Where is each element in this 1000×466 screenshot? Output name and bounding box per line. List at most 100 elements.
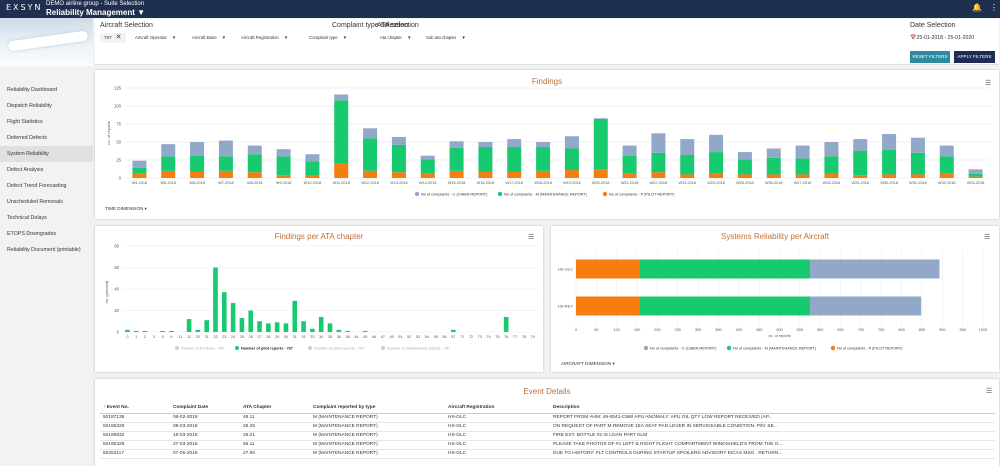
findings-bar [276, 156, 291, 176]
table-row[interactable]: 50195329 08-03-2018 25.25 M (MAINTENANCE RE… [100, 422, 995, 432]
table-row[interactable]: 50253117 07-05-2018 27.60 M (MAINTENANCE RE… [100, 449, 995, 459]
aircraft-base-dropdown[interactable]: Aircraft Base ▾ [192, 33, 225, 43]
ata-bar [204, 320, 209, 332]
sidebar: Reliability Dashboard Dispatch Reliabilit… [0, 82, 93, 258]
aircraft-operator-dropdown[interactable]: Aircraft Operator ▾ [135, 33, 175, 43]
table-cell: M (MAINTENANCE REPORT) [310, 440, 445, 450]
calendar-icon: 📅 [910, 35, 917, 41]
column-header[interactable]: Complaint Date [170, 403, 240, 414]
findings-bar [507, 147, 522, 172]
sidebar-item[interactable]: Unscheduled Removals [7, 199, 63, 205]
systems-chart-title: Systems Reliability per Aircraft [720, 232, 830, 241]
findings-bar [247, 145, 262, 155]
findings-bar [939, 145, 954, 157]
aircraft-registration-dropdown[interactable]: Aircraft Registration ▾ [241, 33, 287, 43]
ata-bar [503, 316, 509, 332]
menu-icon[interactable]: ☰ [528, 234, 535, 241]
sidebar-item[interactable]: Reliability Document (printable) [7, 247, 81, 253]
column-header[interactable]: Description [550, 403, 995, 414]
x-tick-label: 5 [162, 335, 164, 339]
date-range-input[interactable]: 📅25-01-2018 - 25-01-2020 [910, 35, 974, 41]
findings-bar [218, 140, 233, 157]
bell-icon[interactable]: 🔔 [972, 3, 982, 12]
menu-icon[interactable]: ⋮ [990, 3, 998, 12]
findings-bar [737, 159, 752, 175]
aircraft-dimension-dropdown[interactable]: AIRCRAFT DIMENSION ▾ [561, 361, 615, 366]
column-header[interactable]: ↑ Event No. [100, 403, 170, 414]
ata-bar [266, 323, 271, 332]
x-tick-label: W33-2018 [967, 181, 985, 185]
module-selector[interactable]: Reliability Management ▼ [46, 8, 146, 17]
table-cell: HS-GLC [445, 440, 550, 450]
complaint-type-dropdown[interactable]: Complaint type ▾ [309, 33, 346, 43]
findings-bar [161, 170, 176, 178]
sidebar-item[interactable]: Reliability Dashboard [7, 87, 58, 93]
legend-label: Number of cabin reports - 787 [314, 347, 364, 351]
sidebar-item[interactable]: Technical Delays [7, 215, 47, 221]
systems-bar [810, 296, 922, 316]
x-axis-label: no. of reports [768, 334, 790, 338]
sub-ata-chapter-dropdown[interactable]: Sub ata chapter ▾ [426, 33, 465, 43]
table-cell: 06-02-2018 [170, 413, 240, 423]
x-tick-label: 27 [257, 335, 261, 339]
y-tick-label: 0 [117, 330, 120, 335]
table-cell: 50253117 [100, 449, 170, 459]
sidebar-item[interactable]: Dispatch Reliability [7, 103, 52, 109]
reset-filters-button[interactable]: RESET FILTERS [910, 51, 950, 63]
findings-bar [276, 149, 291, 157]
x-tick-label: 77 [513, 335, 517, 339]
table-row[interactable]: 50190329 27-03-2018 56.11 M (MAINTENANCE RE… [100, 440, 995, 450]
findings-bar [853, 139, 868, 151]
findings-bar [766, 157, 781, 175]
findings-bar [420, 155, 435, 160]
findings-bar [536, 147, 551, 171]
findings-bar [910, 152, 925, 175]
findings-bar [824, 142, 839, 157]
sidebar-item[interactable]: ETOPS Downgrades [7, 231, 57, 237]
table-cell: FIRE EXT. BOTTLE #2 IS LOAN PART KLM [550, 431, 995, 441]
x-tick-label: 72 [469, 335, 473, 339]
ata-bar [169, 330, 174, 332]
sidebar-item[interactable]: Flight Statistics [7, 119, 43, 125]
sidebar-item[interactable]: Defect Analysis [7, 167, 44, 173]
date-range-value: 25-01-2018 - 25-01-2020 [916, 35, 975, 41]
menu-icon[interactable]: ☰ [985, 80, 992, 87]
findings-bar [132, 167, 147, 174]
table-cell: PLEASE TAKE PHOTOS OF #1 LEFT & RIGHT FL… [550, 440, 995, 450]
column-header[interactable]: ATA Chapter [240, 403, 310, 414]
menu-icon[interactable]: ☰ [986, 388, 993, 395]
dropdown-label: Aircraft Base [192, 35, 217, 40]
ata-chapter-dropdown[interactable]: Ata chapter ▾ [380, 33, 411, 43]
x-tick-label: W21-2018 [621, 181, 639, 185]
sidebar-item[interactable]: Deferred Defects [7, 135, 48, 141]
x-tick-label: 75 [495, 335, 499, 339]
x-tick-label: 1000 [979, 328, 987, 332]
x-tick-label: 44 [354, 335, 358, 339]
table-row[interactable]: 50196832 16-03-2018 26.21 M (MAINTENANCE RE… [100, 431, 995, 441]
table-row[interactable]: 50187135 06-02-2018 49.11 M (MAINTENANCE RE… [100, 413, 995, 423]
column-header[interactable]: Aircraft Registration [445, 403, 550, 414]
app-group-label[interactable]: DEMO airline group - Suite Selection [46, 1, 145, 7]
x-tick-label: 450 [756, 328, 762, 332]
ata-bar [301, 321, 306, 332]
x-tick-label: 74 [486, 335, 490, 339]
table-cell: 50195329 [100, 422, 170, 432]
apply-filters-button[interactable]: APPLY FILTERS [954, 51, 995, 63]
findings-bar [910, 137, 925, 153]
ata-bar [310, 328, 315, 332]
menu-icon[interactable]: ☰ [984, 234, 991, 241]
column-label: Complaint Date [173, 405, 209, 411]
sidebar-item[interactable]: System Reliability [0, 146, 93, 162]
x-tick-label: 550 [797, 328, 803, 332]
event-details-title: Event Details [523, 387, 571, 396]
findings-bar [190, 142, 205, 156]
close-icon[interactable]: ✕ [115, 34, 122, 41]
x-tick-label: W23-2018 [678, 181, 696, 185]
time-dimension-dropdown[interactable]: TIME DIMENSION ▾ [105, 206, 147, 211]
sidebar-item[interactable]: Defect Trend Forecasting [7, 183, 67, 189]
x-tick-label: 23 [222, 335, 226, 339]
column-header[interactable]: Complaint reported by type [310, 403, 445, 414]
caret-down-icon: ▾ [284, 35, 288, 41]
x-tick-label: W11-2018 [333, 181, 350, 185]
x-tick-label: 71 [460, 335, 464, 339]
